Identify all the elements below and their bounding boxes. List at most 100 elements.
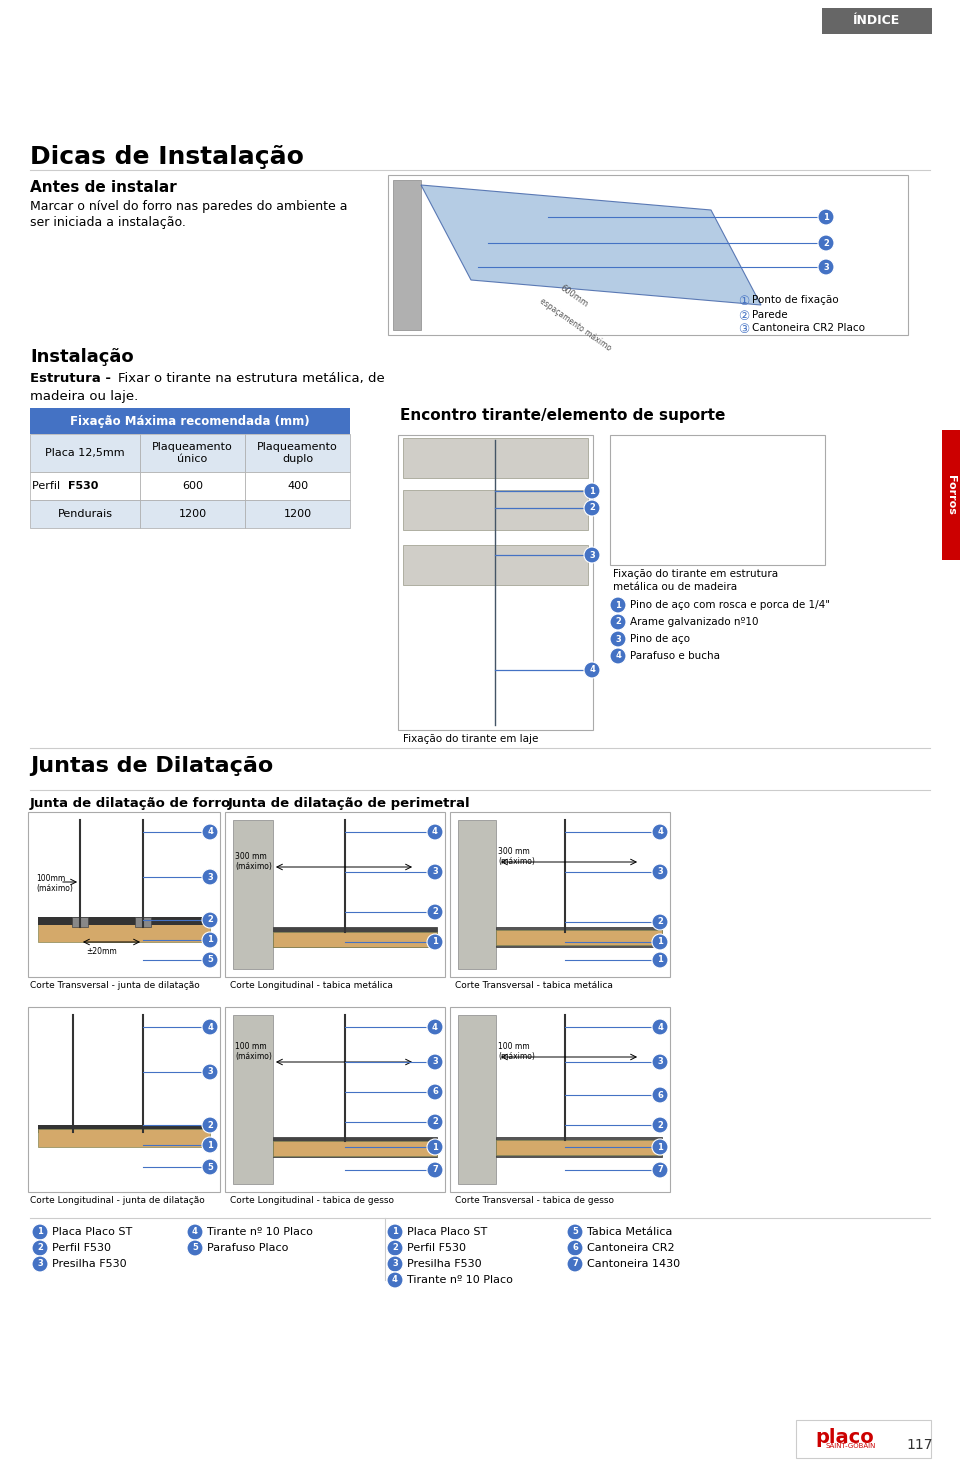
Bar	[403, 438, 588, 479]
Text: 3: 3	[589, 550, 595, 559]
Bar	[38, 1129, 210, 1146]
Circle shape	[427, 1139, 443, 1155]
Circle shape	[387, 1256, 403, 1272]
Text: 3: 3	[823, 262, 828, 271]
Text: Fixação do tirante em laje: Fixação do tirante em laje	[403, 733, 539, 744]
Circle shape	[584, 662, 600, 678]
Text: Junta de dilatação de forro: Junta de dilatação de forro	[30, 796, 231, 810]
Text: Marcar o nível do forro nas paredes do ambiente a: Marcar o nível do forro nas paredes do a…	[30, 201, 348, 212]
Text: Corte Longitudinal - tabica de gesso: Corte Longitudinal - tabica de gesso	[230, 1196, 394, 1205]
Text: 3: 3	[37, 1259, 43, 1268]
Text: 1200: 1200	[283, 509, 312, 520]
Text: Cantoneira CR2 Placo: Cantoneira CR2 Placo	[752, 324, 865, 332]
Text: 1: 1	[207, 1140, 213, 1149]
Text: Perfil F530: Perfil F530	[52, 1243, 111, 1253]
Bar	[140, 501, 245, 529]
Circle shape	[652, 1162, 668, 1179]
Text: Fixar o tirante na estrutura metálica, de: Fixar o tirante na estrutura metálica, d…	[118, 372, 385, 385]
Bar	[38, 1124, 210, 1133]
Text: 1: 1	[589, 486, 595, 495]
Text: 1: 1	[657, 956, 663, 965]
Text: Parafuso Placo: Parafuso Placo	[207, 1243, 288, 1253]
Text: 2: 2	[207, 1120, 213, 1130]
Text: Placa Placo ST: Placa Placo ST	[52, 1227, 132, 1237]
Text: Pendurais: Pendurais	[58, 509, 112, 520]
Text: 4: 4	[192, 1227, 198, 1237]
Text: 4: 4	[392, 1275, 398, 1284]
Text: Presilha F530: Presilha F530	[52, 1259, 127, 1269]
Text: 1: 1	[207, 935, 213, 944]
Bar	[450, 813, 670, 976]
Text: 117: 117	[907, 1438, 933, 1452]
Circle shape	[427, 1162, 443, 1179]
Bar	[38, 922, 210, 941]
Text: 600: 600	[182, 482, 203, 490]
Text: Tirante nº 10 Placo: Tirante nº 10 Placo	[207, 1227, 313, 1237]
Bar	[233, 1015, 273, 1184]
Text: 3: 3	[207, 1067, 213, 1076]
Bar	[233, 820, 273, 969]
Text: Juntas de Dilatação: Juntas de Dilatação	[30, 755, 274, 776]
Text: Perfil F530: Perfil F530	[407, 1243, 466, 1253]
Text: madeira ou laje.: madeira ou laje.	[30, 389, 138, 403]
Text: Parede: Parede	[752, 310, 787, 321]
Circle shape	[202, 912, 218, 928]
Bar	[30, 501, 140, 529]
Circle shape	[652, 864, 668, 880]
Text: Forros: Forros	[946, 474, 956, 515]
Text: 5: 5	[192, 1243, 198, 1253]
Bar	[38, 916, 210, 925]
Circle shape	[610, 649, 626, 665]
Text: espaçamento máximo: espaçamento máximo	[538, 297, 612, 353]
Text: 4: 4	[657, 1022, 663, 1032]
Circle shape	[187, 1240, 203, 1256]
Text: Corte Longitudinal - junta de dilatação: Corte Longitudinal - junta de dilatação	[30, 1196, 204, 1205]
Circle shape	[652, 1086, 668, 1102]
Text: 6: 6	[657, 1091, 663, 1099]
Circle shape	[202, 870, 218, 886]
Circle shape	[818, 259, 834, 275]
Circle shape	[567, 1256, 583, 1272]
Bar	[140, 433, 245, 471]
Text: 400: 400	[287, 482, 308, 490]
Text: Plaqueamento
duplo: Plaqueamento duplo	[257, 442, 338, 464]
Text: 4: 4	[657, 827, 663, 836]
Text: 5: 5	[207, 1162, 213, 1171]
Text: Antes de instalar: Antes de instalar	[30, 180, 177, 195]
Circle shape	[387, 1224, 403, 1240]
Circle shape	[818, 209, 834, 225]
Text: 1: 1	[657, 1142, 663, 1152]
Text: 2: 2	[657, 918, 663, 927]
Text: 1: 1	[823, 212, 828, 221]
Bar	[72, 916, 88, 927]
Circle shape	[427, 934, 443, 950]
Text: 300 mm
(máximo): 300 mm (máximo)	[498, 848, 535, 867]
Circle shape	[610, 631, 626, 647]
Text: ③: ③	[738, 324, 749, 337]
Text: ±20mm: ±20mm	[86, 947, 117, 956]
Text: 100 mm
(máximo): 100 mm (máximo)	[498, 1042, 535, 1061]
Text: 1200: 1200	[179, 509, 206, 520]
Circle shape	[202, 824, 218, 840]
Circle shape	[32, 1256, 48, 1272]
Circle shape	[584, 483, 600, 499]
Bar	[273, 927, 437, 947]
Bar	[273, 1138, 437, 1157]
Text: 1: 1	[392, 1227, 398, 1237]
Text: Corte Transversal - junta de dilatação: Corte Transversal - junta de dilatação	[30, 981, 200, 990]
Text: 4: 4	[615, 651, 621, 660]
Text: 2: 2	[392, 1243, 398, 1253]
Bar	[398, 435, 593, 731]
Circle shape	[387, 1240, 403, 1256]
Bar	[496, 1140, 662, 1155]
Text: ①: ①	[738, 296, 749, 307]
Circle shape	[32, 1224, 48, 1240]
Text: Fixação do tirante em estrutura: Fixação do tirante em estrutura	[613, 569, 779, 578]
Bar	[393, 180, 421, 329]
Text: F530: F530	[68, 482, 98, 490]
Bar	[458, 820, 496, 969]
Bar	[28, 1007, 220, 1192]
Circle shape	[32, 1240, 48, 1256]
Text: Fixação Máxima recomendada (mm): Fixação Máxima recomendada (mm)	[70, 414, 310, 427]
Circle shape	[427, 864, 443, 880]
